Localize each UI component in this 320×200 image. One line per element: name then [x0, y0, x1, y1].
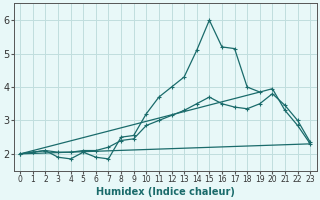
X-axis label: Humidex (Indice chaleur): Humidex (Indice chaleur)	[96, 187, 235, 197]
